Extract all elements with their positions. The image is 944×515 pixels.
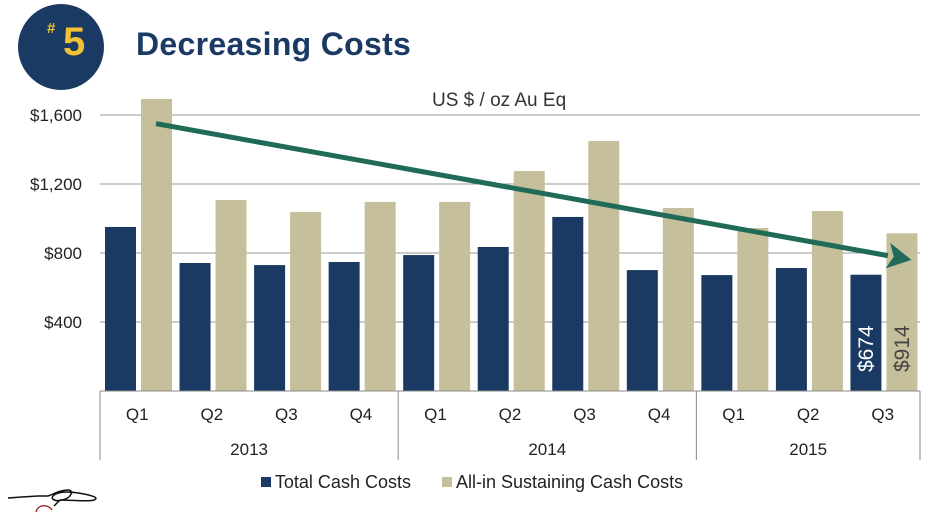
bar-total-cash-costs [850,274,882,391]
x-tick-label: Q2 [200,405,223,424]
bar-aisc [588,141,620,391]
legend-label: All-in Sustaining Cash Costs [455,472,684,492]
legend-item-aisc: All-in Sustaining Cash Costs [441,472,684,493]
bar-total-cash-costs [626,270,658,391]
x-tick-label: Q1 [722,405,745,424]
y-tick-label: $1,600 [30,106,82,125]
bar-total-cash-costs [552,216,584,391]
bar-aisc [662,207,694,391]
bar-aisc [364,201,396,391]
x-tick-label: Q2 [499,405,522,424]
bar-aisc [215,200,247,391]
y-tick-label: $400 [44,313,82,332]
x-tick-label: Q4 [648,405,671,424]
legend: Total Cash Costs All-in Sustaining Cash … [0,472,944,493]
bar-aisc [141,98,172,392]
y-tick-label: $1,200 [30,175,82,194]
bar-total-cash-costs [328,261,360,391]
bar-aisc [737,227,769,391]
bar-total-cash-costs [105,226,136,391]
trend-arrow-line [155,121,889,259]
x-tick-label: Q1 [126,405,149,424]
legend-item-total-cash: Total Cash Costs [260,472,411,493]
x-tick-label: Q3 [275,405,298,424]
badge-hash: # [47,20,56,37]
bar-aisc [513,171,545,391]
signature-logo [7,489,97,513]
legend-swatch-total-cash [260,477,271,487]
slide-number-badge: # 5 [18,4,104,90]
x-tick-label: Q2 [797,405,820,424]
x-tick-label: Q3 [871,405,894,424]
bar-total-cash-costs [254,265,286,391]
legend-swatch-aisc [441,477,452,487]
bar-total-cash-costs [403,255,435,391]
bar-total-cash-costs [701,275,733,391]
trend-arrow-head [885,242,912,269]
y-tick-label: $800 [44,244,82,263]
legend-label: Total Cash Costs [274,472,411,492]
bar-aisc [811,211,843,391]
data-label-total-cash: $674 [855,325,878,372]
badge-number: 5 [63,20,86,64]
unit-label: US $ / oz Au Eq [432,90,566,111]
x-group-label: 2015 [789,440,827,459]
data-label-aisc: $914 [891,325,914,372]
cost-chart: $400 $800 $1,200 $1,600 Q1 Q2 Q3 Q4 Q1 Q2 Q3 Q4 Q1 Q2… [30,90,921,460]
x-tick-label: Q1 [424,405,447,424]
page-title: Decreasing Costs [136,26,412,62]
x-group-label: 2013 [230,440,268,459]
bar-total-cash-costs [179,263,211,391]
x-group-label: 2014 [528,440,566,459]
bar-aisc [439,201,471,391]
bar-total-cash-costs [775,268,807,391]
x-tick-label: Q3 [573,405,596,424]
x-tick-label: Q4 [350,405,373,424]
bar-total-cash-costs [477,246,509,391]
bar-aisc [290,211,322,391]
